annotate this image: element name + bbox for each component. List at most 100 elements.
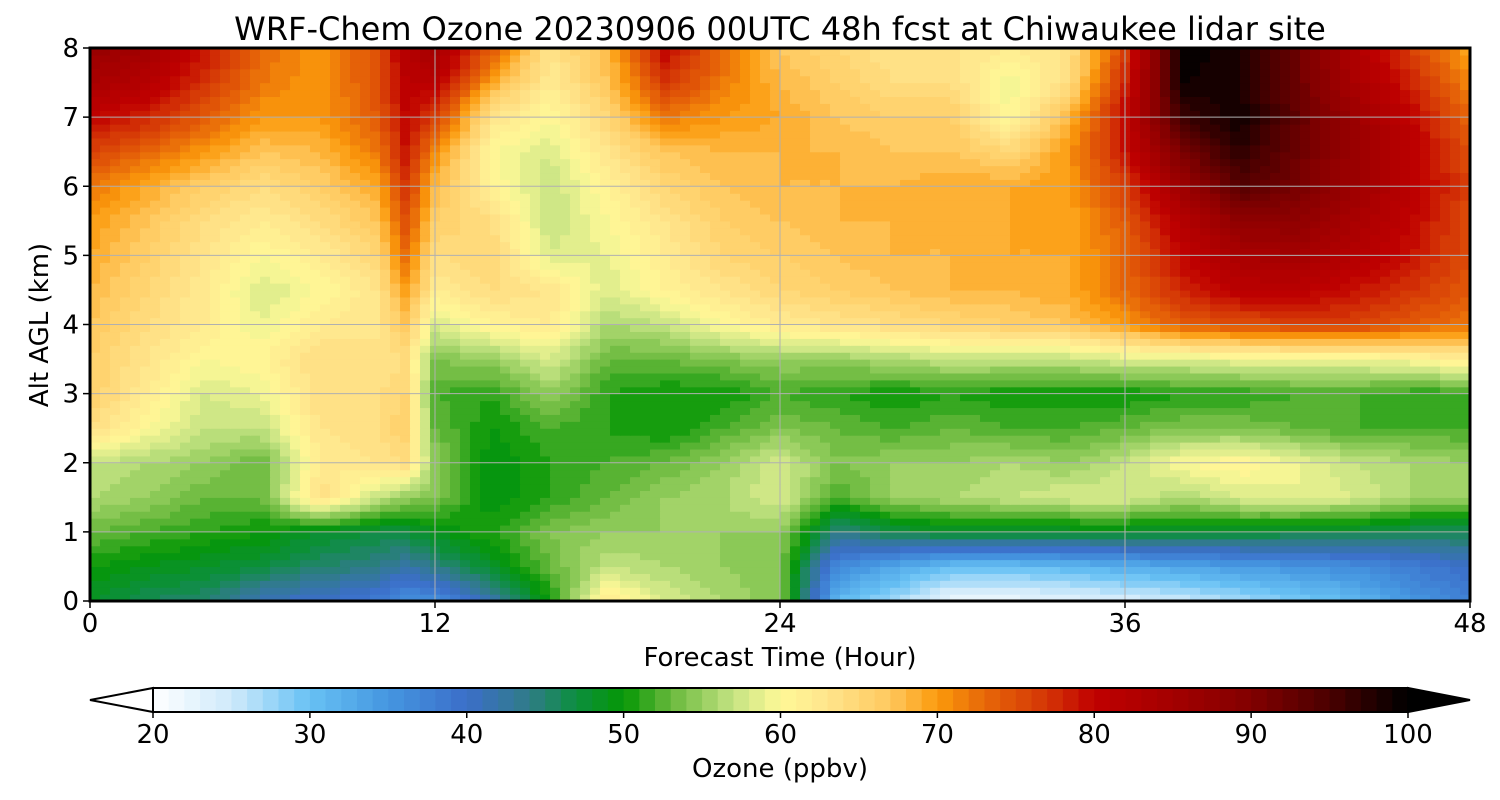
- heatmap-cell: [580, 393, 591, 402]
- heatmap-cell: [250, 538, 261, 547]
- heatmap-cell: [560, 469, 571, 478]
- heatmap-cell: [110, 524, 121, 533]
- heatmap-cell: [1200, 400, 1211, 409]
- heatmap-cell: [710, 580, 721, 588]
- heatmap-cell: [1210, 552, 1221, 561]
- heatmap-cell: [1110, 365, 1121, 374]
- heatmap-cell: [1170, 455, 1181, 464]
- heatmap-cell: [460, 400, 471, 409]
- heatmap-cell: [420, 372, 431, 381]
- heatmap-cell: [1190, 428, 1201, 436]
- heatmap-cell: [1190, 421, 1201, 429]
- heatmap-cell: [170, 428, 181, 436]
- heatmap-cell: [630, 462, 641, 471]
- heatmap-cell: [450, 469, 461, 478]
- heatmap-cell: [630, 476, 641, 485]
- heatmap-cell: [1220, 552, 1231, 561]
- heatmap-cell: [620, 594, 631, 602]
- heatmap-cell: [1140, 504, 1151, 512]
- heatmap-cell: [1160, 469, 1171, 478]
- heatmap-cell: [230, 552, 241, 561]
- heatmap-cell: [470, 552, 481, 561]
- heatmap-cell: [840, 483, 851, 491]
- heatmap-cell: [680, 587, 691, 595]
- heatmap-cell: [940, 448, 951, 457]
- heatmap-cell: [1030, 469, 1041, 478]
- heatmap-cell: [1430, 428, 1441, 436]
- heatmap-cell: [1300, 524, 1311, 533]
- heatmap-cell: [320, 414, 331, 422]
- heatmap-cell: [330, 545, 341, 554]
- heatmap-cell: [90, 379, 101, 388]
- heatmap-cell: [1140, 414, 1151, 422]
- heatmap-cell: [930, 455, 941, 464]
- heatmap-cell: [380, 372, 391, 381]
- heatmap-cell: [1030, 511, 1041, 519]
- heatmap-cell: [330, 442, 341, 450]
- heatmap-cell: [310, 428, 321, 436]
- heatmap-cell: [240, 566, 251, 574]
- heatmap-cell: [890, 414, 901, 422]
- heatmap-cell: [1300, 421, 1311, 429]
- heatmap-cell: [440, 573, 451, 581]
- heatmap-cell: [1450, 386, 1461, 395]
- heatmap-cell: [1100, 504, 1111, 512]
- heatmap-cell: [1130, 511, 1141, 519]
- heatmap-cell: [1000, 545, 1011, 554]
- heatmap-cell: [1080, 476, 1091, 485]
- heatmap-cell: [960, 455, 971, 464]
- heatmap-cell: [980, 511, 991, 519]
- heatmap-cell: [1100, 462, 1111, 471]
- heatmap-cell: [800, 442, 811, 450]
- heatmap-cell: [180, 580, 191, 588]
- heatmap-cell: [1460, 559, 1471, 568]
- heatmap-cell: [990, 448, 1001, 457]
- heatmap-cell: [740, 435, 751, 443]
- heatmap-cell: [1050, 483, 1061, 491]
- heatmap-cell: [300, 511, 311, 519]
- heatmap-cell: [340, 518, 351, 526]
- heatmap-cell: [220, 379, 231, 388]
- heatmap-cell: [390, 372, 401, 381]
- heatmap-cell: [1190, 462, 1201, 471]
- heatmap-cell: [1230, 414, 1241, 422]
- heatmap-cell: [940, 545, 951, 554]
- heatmap-cell: [1460, 545, 1471, 554]
- heatmap-cell: [1010, 400, 1021, 409]
- heatmap-cell: [150, 504, 161, 512]
- heatmap-cell: [1380, 455, 1391, 464]
- heatmap-cell: [450, 414, 461, 422]
- heatmap-cell: [100, 352, 111, 360]
- heatmap-cell: [500, 448, 511, 457]
- heatmap-cell: [1280, 524, 1291, 533]
- heatmap-cell: [710, 352, 721, 360]
- heatmap-cell: [180, 435, 191, 443]
- heatmap-cell: [260, 455, 271, 464]
- heatmap-cell: [970, 379, 981, 388]
- heatmap-cell: [590, 511, 601, 519]
- heatmap-cell: [1440, 573, 1451, 581]
- heatmap-cell: [980, 524, 991, 533]
- heatmap-cell: [920, 469, 931, 478]
- heatmap-cell: [550, 587, 561, 595]
- heatmap-cell: [770, 587, 781, 595]
- heatmap-cell: [1130, 504, 1141, 512]
- heatmap-cell: [1410, 511, 1421, 519]
- heatmap-cell: [570, 400, 581, 409]
- heatmap-cell: [440, 372, 451, 381]
- heatmap-cell: [280, 365, 291, 374]
- heatmap-cell: [440, 400, 451, 409]
- heatmap-cell: [620, 400, 631, 409]
- heatmap-cell: [540, 518, 551, 526]
- heatmap-cell: [570, 372, 581, 381]
- heatmap-cell: [760, 414, 771, 422]
- heatmap-cell: [600, 524, 611, 533]
- heatmap-cell: [360, 393, 371, 402]
- heatmap-cell: [520, 469, 531, 478]
- heatmap-cell: [220, 511, 231, 519]
- heatmap-cell: [470, 386, 481, 395]
- heatmap-cell: [980, 442, 991, 450]
- heatmap-cell: [510, 524, 521, 533]
- heatmap-cell: [540, 352, 551, 360]
- heatmap-cell: [190, 469, 201, 478]
